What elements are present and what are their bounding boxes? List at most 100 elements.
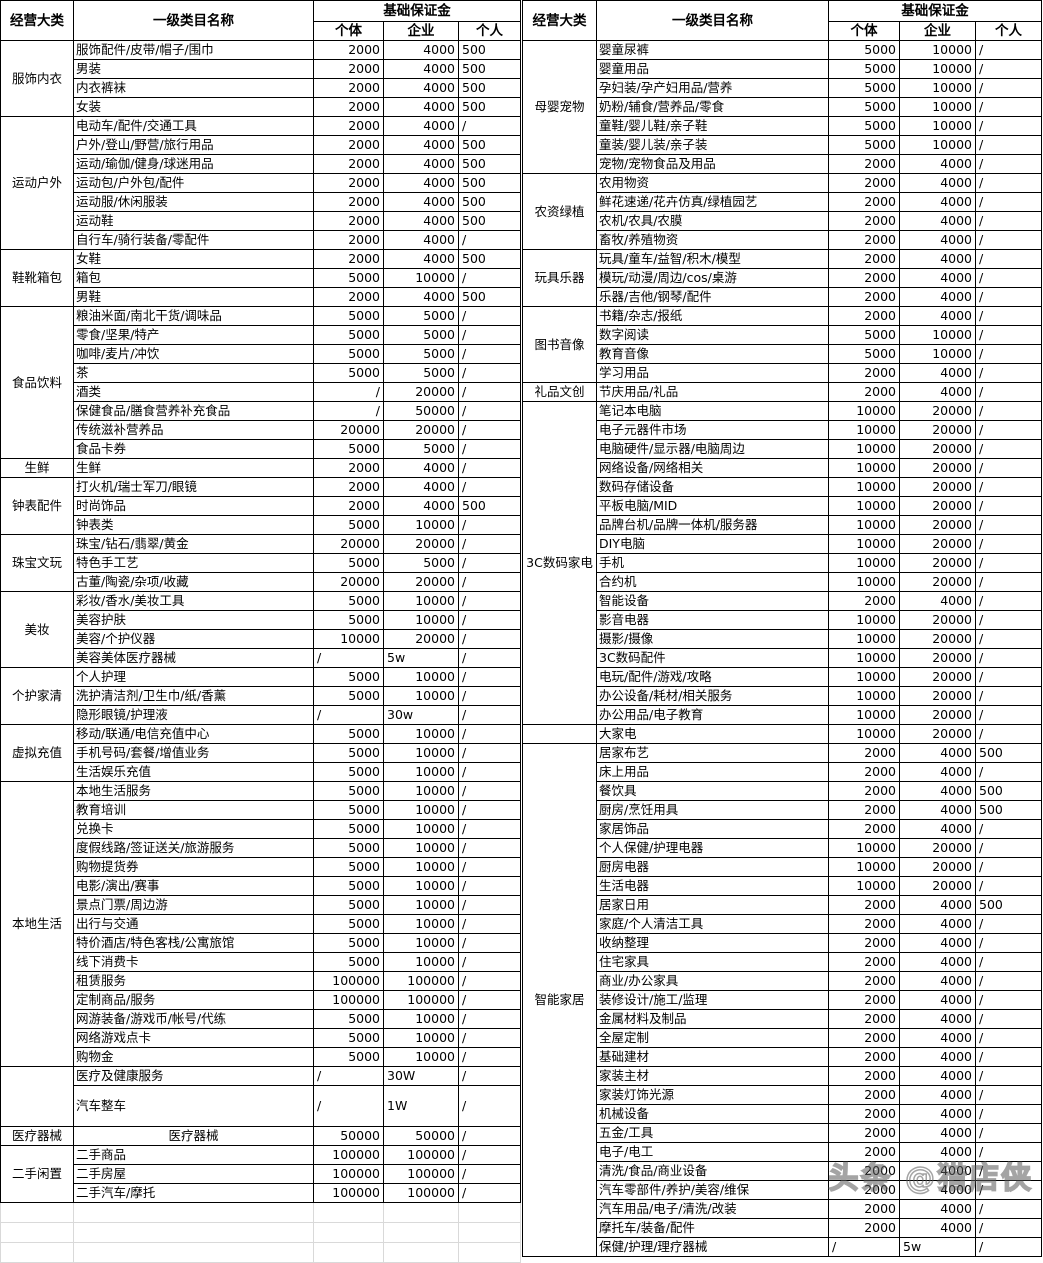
subcategory-name-cell: 咖啡/麦片/冲饮 xyxy=(73,344,314,364)
deposit-enterprise-cell: 5000 xyxy=(383,439,459,459)
deposit-individual-business-cell: 5000 xyxy=(313,591,384,611)
subcategory-name-cell: 电玩/配件/游戏/攻略 xyxy=(596,667,829,687)
subcategory-name-cell: 书籍/杂志/报纸 xyxy=(596,306,829,326)
subcategory-name-cell: 智能设备 xyxy=(596,591,829,611)
deposit-person-cell: / xyxy=(458,819,521,839)
empty-cell xyxy=(313,1202,384,1223)
header-row-sub: 个体 企业 个人 xyxy=(1,21,521,41)
header-individual-business: 个体 xyxy=(828,21,900,41)
deposit-person-cell: / xyxy=(458,1183,521,1203)
deposit-enterprise-cell: 10000 xyxy=(383,876,459,896)
deposit-individual-business-cell: 5000 xyxy=(313,686,384,706)
deposit-person-cell: / xyxy=(975,591,1042,611)
deposit-individual-business-cell: 10000 xyxy=(828,420,900,440)
category-cell: 图书音像 xyxy=(522,306,597,383)
category-cell: 食品饮料 xyxy=(0,306,74,459)
header-row-top: 经营大类 一级类目名称 基础保证金 xyxy=(0,0,521,41)
deposit-individual-business-cell: 5000 xyxy=(313,610,384,630)
table-row: 餐饮具 2000 4000 500 xyxy=(523,781,1042,801)
deposit-person-cell: / xyxy=(458,325,521,345)
deposit-person-cell: / xyxy=(975,838,1042,858)
deposit-enterprise-cell: 50000 xyxy=(383,401,459,421)
deposit-person-cell: / xyxy=(975,78,1042,98)
subcategory-name-cell: 大家电 xyxy=(596,724,829,744)
deposit-individual-business-cell: 5000 xyxy=(313,1047,384,1067)
deposit-enterprise-cell: 10000 xyxy=(383,1047,459,1067)
deposit-individual-business-cell: 5000 xyxy=(313,363,384,383)
deposit-individual-business-cell: 5000 xyxy=(313,838,384,858)
subcategory-name-cell: 孕妇装/孕产妇用品/营养 xyxy=(596,78,829,98)
empty-cell xyxy=(313,1242,384,1263)
deposit-person-cell: / xyxy=(975,382,1042,402)
deposit-person-cell: 500 xyxy=(975,895,1042,915)
deposit-enterprise-cell: 4000 xyxy=(899,914,976,934)
deposit-individual-business-cell: 10000 xyxy=(828,629,900,649)
subcategory-name-cell: 全屋定制 xyxy=(596,1028,829,1048)
subcategory-name-cell: 医疗器械 xyxy=(73,1126,314,1146)
table-row: 洗护清洁剂/卫生巾/纸/香薰 5000 10000/ xyxy=(1,686,521,706)
deposit-person-cell: / xyxy=(458,1164,521,1184)
deposit-individual-business-cell: 5000 xyxy=(313,1028,384,1048)
deposit-person-cell: / xyxy=(975,990,1042,1010)
deposit-person-cell: / xyxy=(975,496,1042,516)
deposit-enterprise-cell: 4000 xyxy=(383,154,459,174)
deposit-person-cell: 500 xyxy=(458,59,521,79)
table-row: 3C数码配件 10000 20000/ xyxy=(523,648,1042,668)
category-cell: 鞋靴箱包 xyxy=(0,249,74,307)
deposit-individual-business-cell: 2000 xyxy=(313,477,384,497)
subcategory-name-cell: 床上用品 xyxy=(596,762,829,782)
deposit-individual-business-cell: 2000 xyxy=(828,1085,900,1105)
deposit-individual-business-cell: 2000 xyxy=(828,192,900,212)
deposit-individual-business-cell: 5000 xyxy=(313,819,384,839)
subcategory-name-cell: 网络游戏点卡 xyxy=(73,1028,314,1048)
deposit-person-cell: 500 xyxy=(458,154,521,174)
subcategory-name-cell: 女鞋 xyxy=(73,249,314,269)
deposit-person-cell: / xyxy=(458,705,521,725)
header-enterprise: 企业 xyxy=(899,21,976,41)
subcategory-name-cell: 宠物/宠物食品及用品 xyxy=(596,154,829,174)
deposit-individual-business-cell: 2000 xyxy=(828,1066,900,1086)
deposit-person-cell: / xyxy=(975,629,1042,649)
deposit-enterprise-cell: 5000 xyxy=(383,325,459,345)
deposit-individual-business-cell: 2000 xyxy=(828,819,900,839)
table-row: 收纳整理 2000 4000/ xyxy=(523,933,1042,953)
deposit-person-cell: / xyxy=(458,515,521,535)
deposit-enterprise-cell: 20000 xyxy=(899,496,976,516)
subcategory-name-cell: 摄影/摄像 xyxy=(596,629,829,649)
table-row: 影音电器 10000 20000/ xyxy=(523,610,1042,630)
subcategory-name-cell: 居家布艺 xyxy=(596,743,829,763)
table-row: 服饰内衣 服饰配件/皮带/帽子/围巾 2000 4000 500 xyxy=(0,40,521,117)
deposit-person-cell: / xyxy=(975,534,1042,554)
deposit-enterprise-cell: 10000 xyxy=(383,838,459,858)
empty-row xyxy=(0,1242,521,1263)
table-row: 大家电 10000 20000/ xyxy=(522,724,1042,744)
header-base-deposit: 基础保证金 xyxy=(313,0,521,22)
subcategory-name-cell: 汽车用品/电子/清洗/改装 xyxy=(596,1199,829,1219)
table-row: 运动/瑜伽/健身/球迷用品 2000 4000 500 xyxy=(1,154,521,174)
deposit-individual-business-cell: 2000 xyxy=(828,1218,900,1238)
table-row: 智能家居 居家布艺 2000 4000 500 xyxy=(522,743,1042,1257)
subcategory-name-cell: 特价酒店/特色客栈/公寓旅馆 xyxy=(73,933,314,953)
subcategory-name-cell: 网游装备/游戏币/帐号/代练 xyxy=(73,1009,314,1029)
deposit-enterprise-cell: 20000 xyxy=(899,705,976,725)
deposit-individual-business-cell: 10000 xyxy=(828,610,900,630)
subcategory-name-cell: 景点门票/周边游 xyxy=(73,895,314,915)
deposit-individual-business-cell: 20000 xyxy=(313,534,384,554)
empty-cell xyxy=(458,1222,521,1243)
deposit-individual-business-cell: 5000 xyxy=(828,59,900,79)
deposit-enterprise-cell: 4000 xyxy=(383,458,459,478)
deposit-individual-business-cell: / xyxy=(313,401,384,421)
deposit-individual-business-cell: 20000 xyxy=(313,572,384,592)
deposit-individual-business-cell: 10000 xyxy=(828,458,900,478)
table-row: 食品卡券 5000 5000/ xyxy=(1,439,521,459)
subcategory-name-cell: 摩托车/装备/配件 xyxy=(596,1218,829,1238)
deposit-enterprise-cell: 100000 xyxy=(383,1183,459,1203)
deposit-individual-business-cell: 5000 xyxy=(313,1009,384,1029)
deposit-individual-business-cell: 2000 xyxy=(828,1009,900,1029)
table-row: 食品饮料 粮油米面/南北干货/调味品 5000 5000/ xyxy=(0,306,521,459)
subcategory-name-cell: 钟表类 xyxy=(73,515,314,535)
table-row: 鲜花速递/花卉仿真/绿植园艺 2000 4000/ xyxy=(523,192,1042,212)
deposit-individual-business-cell: / xyxy=(313,648,384,668)
subcategory-name-cell: 移动/联通/电信充值中心 xyxy=(73,724,314,744)
table-row: 礼品文创 节庆用品/礼品 2000 4000/ xyxy=(522,382,1042,402)
